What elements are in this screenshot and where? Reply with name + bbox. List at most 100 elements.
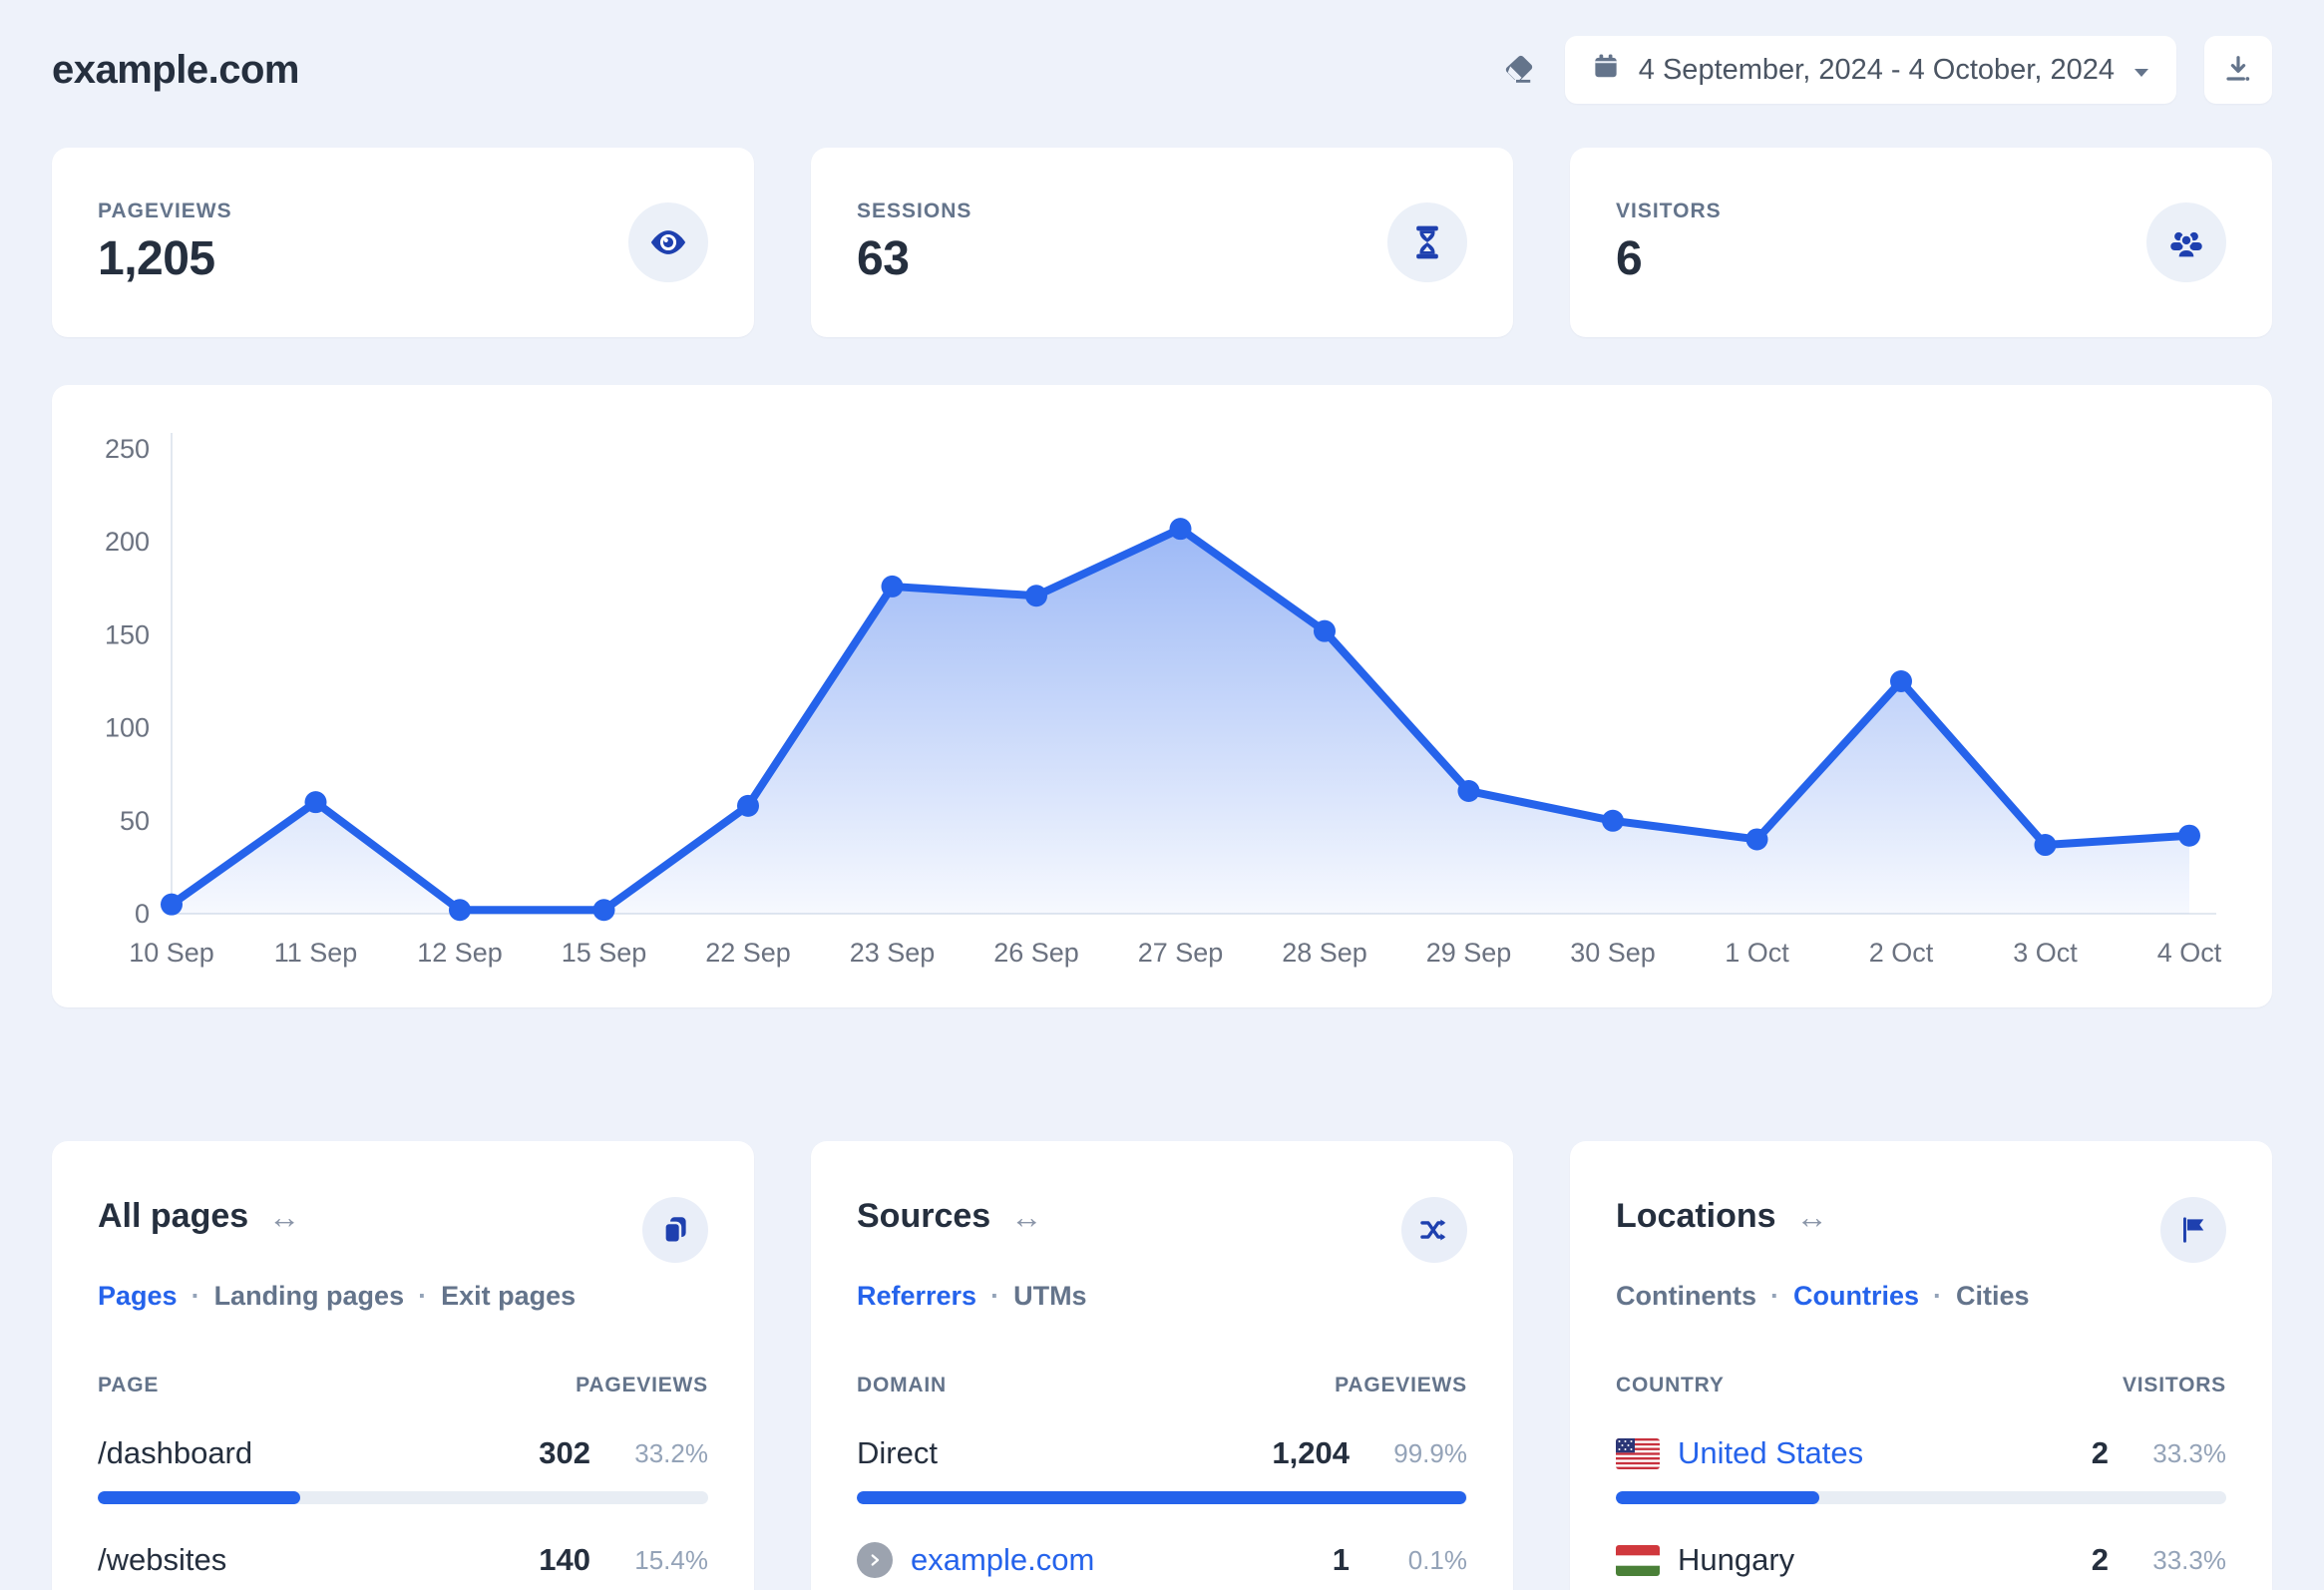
tab-separator	[1770, 1281, 1779, 1312]
locations-card-title: Locations	[1616, 1197, 1776, 1235]
row-percent: 33.3%	[2152, 1544, 2226, 1575]
chevron-down-icon	[2132, 54, 2150, 87]
svg-text:23 Sep: 23 Sep	[850, 938, 936, 968]
svg-text:250: 250	[105, 434, 150, 464]
swap-metric-icon[interactable]: ↔	[1795, 1198, 1828, 1235]
row-percent: 0.1%	[1407, 1544, 1467, 1575]
stat-value: 1,205	[98, 231, 215, 285]
header-actions: 4 September, 2024 - 4 October, 2024	[1501, 36, 2272, 104]
page-path[interactable]: /dashboard	[98, 1435, 253, 1470]
svg-text:26 Sep: 26 Sep	[993, 938, 1079, 968]
source-domain[interactable]: Direct	[857, 1435, 938, 1470]
chevron-right-circle-icon	[857, 1542, 893, 1578]
svg-text:0: 0	[135, 899, 150, 929]
svg-text:10 Sep: 10 Sep	[129, 938, 214, 968]
shuffle-icon[interactable]	[1401, 1197, 1467, 1263]
progress-bar	[857, 1491, 1467, 1504]
page-path[interactable]: /websites	[98, 1542, 227, 1577]
sources-card: Sources ↔ Referrers UTMs DOM	[811, 1141, 1513, 1590]
stat-card-pageviews: PAGEVIEWS 1,205	[52, 148, 754, 337]
tab-referrers[interactable]: Referrers	[857, 1281, 977, 1311]
tab-continents[interactable]: Continents	[1616, 1281, 1756, 1311]
svg-text:4 Oct: 4 Oct	[2157, 938, 2222, 968]
eye-icon	[628, 202, 708, 282]
pages-card-title: All pages	[98, 1197, 249, 1235]
svg-text:1 Oct: 1 Oct	[1725, 938, 1789, 968]
table-row[interactable]: Hungary 2 33.3%	[1616, 1542, 2226, 1590]
sources-tabs: Referrers UTMs	[857, 1281, 1467, 1312]
date-range-picker[interactable]: 4 September, 2024 - 4 October, 2024	[1564, 36, 2176, 104]
table-row[interactable]: example.com 1 0.1%	[857, 1542, 1467, 1590]
svg-text:2 Oct: 2 Oct	[1869, 938, 1934, 968]
svg-text:50: 50	[120, 806, 150, 836]
svg-text:3 Oct: 3 Oct	[2013, 938, 2078, 968]
svg-text:29 Sep: 29 Sep	[1426, 938, 1512, 968]
header: example.com	[52, 0, 2272, 108]
page-title: example.com	[52, 47, 299, 92]
column-header-page: PAGE	[98, 1374, 160, 1396]
table-row[interactable]: Direct 1,204 99.9%	[857, 1435, 1467, 1504]
pages-copy-icon[interactable]	[642, 1197, 708, 1263]
svg-text:12 Sep: 12 Sep	[417, 938, 503, 968]
tab-utms[interactable]: UTMs	[1013, 1281, 1087, 1311]
users-icon	[2146, 202, 2226, 282]
tab-cities[interactable]: Cities	[1956, 1281, 2030, 1311]
column-header-pageviews: PAGEVIEWS	[576, 1374, 708, 1396]
traffic-chart[interactable]: 0 50 100 150 200 250 10 Sep 11 Sep 12 Sep 15 Sep 2…	[52, 385, 2272, 1007]
stat-card-sessions: SESSIONS 63	[811, 148, 1513, 337]
swap-metric-icon[interactable]: ↔	[1010, 1198, 1043, 1235]
calendar-icon	[1591, 51, 1621, 89]
row-value: 302	[539, 1435, 590, 1470]
stats-row: PAGEVIEWS 1,205 SESSIONS 63	[52, 148, 2272, 337]
tab-separator	[192, 1281, 200, 1312]
hungary-flag-icon	[1616, 1544, 1660, 1576]
tab-pages[interactable]: Pages	[98, 1281, 178, 1311]
progress-bar	[1616, 1491, 2226, 1504]
svg-text:11 Sep: 11 Sep	[274, 938, 358, 968]
eraser-icon	[1501, 51, 1537, 90]
svg-text:22 Sep: 22 Sep	[705, 938, 791, 968]
tab-separator	[1933, 1281, 1942, 1312]
stat-value: 6	[1616, 231, 1643, 285]
column-header-visitors: VISITORS	[2122, 1374, 2226, 1396]
stat-label: PAGEVIEWS	[98, 199, 232, 222]
country-label[interactable]: Hungary	[1616, 1542, 1989, 1578]
svg-text:30 Sep: 30 Sep	[1570, 938, 1656, 968]
row-percent: 33.3%	[2152, 1437, 2226, 1468]
svg-text:100: 100	[105, 713, 150, 743]
stat-value: 63	[857, 231, 910, 285]
tab-landing-pages[interactable]: Landing pages	[213, 1281, 405, 1311]
table-row[interactable]: United States 2 33.3%	[1616, 1435, 2226, 1504]
column-header-pageviews: PAGEVIEWS	[1335, 1374, 1467, 1396]
row-percent: 99.9%	[1393, 1437, 1467, 1468]
sources-card-title: Sources	[857, 1197, 991, 1235]
tab-separator	[418, 1281, 427, 1312]
tab-countries[interactable]: Countries	[1793, 1281, 1920, 1311]
date-range-label: 4 September, 2024 - 4 October, 2024	[1638, 53, 2115, 86]
column-header-country: COUNTRY	[1616, 1374, 1725, 1396]
source-domain-link[interactable]: example.com	[857, 1542, 1230, 1578]
row-value: 2	[2091, 1542, 2109, 1577]
svg-text:200: 200	[105, 527, 150, 557]
export-download-button[interactable]	[2204, 36, 2272, 104]
country-link[interactable]: United States	[1616, 1435, 1989, 1471]
svg-text:150: 150	[105, 619, 150, 649]
progress-bar	[98, 1491, 708, 1504]
row-value: 1,204	[1272, 1435, 1350, 1470]
svg-text:28 Sep: 28 Sep	[1282, 938, 1367, 968]
locations-tabs: Continents Countries Cities	[1616, 1281, 2226, 1312]
table-row[interactable]: /dashboard 302 33.2%	[98, 1435, 708, 1504]
svg-text:15 Sep: 15 Sep	[562, 938, 647, 968]
flag-icon[interactable]	[2160, 1197, 2226, 1263]
us-flag-icon	[1616, 1437, 1660, 1469]
clear-filters-button[interactable]	[1501, 51, 1537, 90]
table-row[interactable]: /websites 140 15.4%	[98, 1542, 708, 1590]
swap-metric-icon[interactable]: ↔	[268, 1198, 301, 1235]
tab-exit-pages[interactable]: Exit pages	[441, 1281, 577, 1311]
row-value: 140	[539, 1542, 590, 1577]
pages-tabs: Pages Landing pages Exit pages	[98, 1281, 708, 1312]
stat-card-visitors: VISITORS 6	[1570, 148, 2272, 337]
column-header-domain: DOMAIN	[857, 1374, 947, 1396]
row-value: 1	[1332, 1542, 1350, 1577]
